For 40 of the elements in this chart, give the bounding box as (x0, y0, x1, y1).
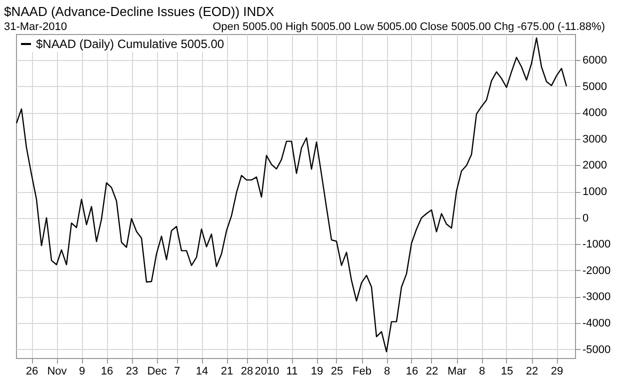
x-tick-label: 16 (100, 366, 114, 376)
x-tick-label: Mar (448, 366, 467, 376)
x-tick-label: 19 (310, 366, 324, 376)
y-tick-label: 5000 (582, 80, 607, 93)
x-tick-label: 16 (406, 366, 418, 376)
x-tick-label: 11 (286, 366, 298, 376)
x-tick-label: 25 (330, 366, 344, 376)
y-tick-label: -4000 (582, 318, 611, 330)
x-tick-label: Feb (352, 366, 372, 376)
y-tick-label: 4000 (582, 107, 607, 120)
x-tick-label: 29 (550, 366, 564, 376)
y-tick-label: 1000 (582, 186, 607, 198)
x-tick-label: 22 (426, 366, 438, 376)
chart-title: $NAAD (Advance-Decline Issues (EOD)) INDX (4, 4, 275, 19)
y-tick-label: -2000 (582, 264, 611, 277)
x-tick-label: 23 (126, 366, 138, 376)
x-tick-label: Dec (147, 366, 168, 376)
y-tick-label: 0 (582, 212, 589, 224)
x-tick-label: 2010 (254, 366, 280, 376)
text: Open 5005.00 High 5005.00 Low 5005.00 Close 5005.00 Chg -675.00 (-11.88%) (212, 21, 605, 33)
chart-subtitle: 31-Mar-2010 (4, 21, 67, 33)
y-tick-label: 6000 (582, 54, 607, 67)
x-tick-label: 8 (384, 366, 390, 376)
y-tick-label: -3000 (582, 291, 611, 304)
legend-label: $NAAD (Daily) Cumulative 5005.00 (36, 37, 224, 51)
line-series (16, 37, 568, 352)
x-tick-label: 9 (78, 366, 86, 376)
x-tick-label: 15 (500, 366, 514, 376)
y-tick-label: 3000 (582, 133, 607, 146)
y-tick-label: -5000 (582, 344, 611, 356)
y-tick-label: -1000 (582, 238, 611, 251)
x-tick-label: 28 (240, 366, 254, 376)
x-tick-label: 8 (478, 366, 486, 376)
y-tick-label: 2000 (582, 160, 607, 172)
x-tick-label: 14 (196, 366, 208, 376)
x-tick-label: Nov (47, 366, 68, 376)
x-tick-label: 7 (174, 366, 180, 376)
x-tick-label: 22 (526, 366, 538, 376)
x-tick-label: 21 (220, 366, 234, 376)
x-tick-label: 26 (26, 366, 38, 376)
